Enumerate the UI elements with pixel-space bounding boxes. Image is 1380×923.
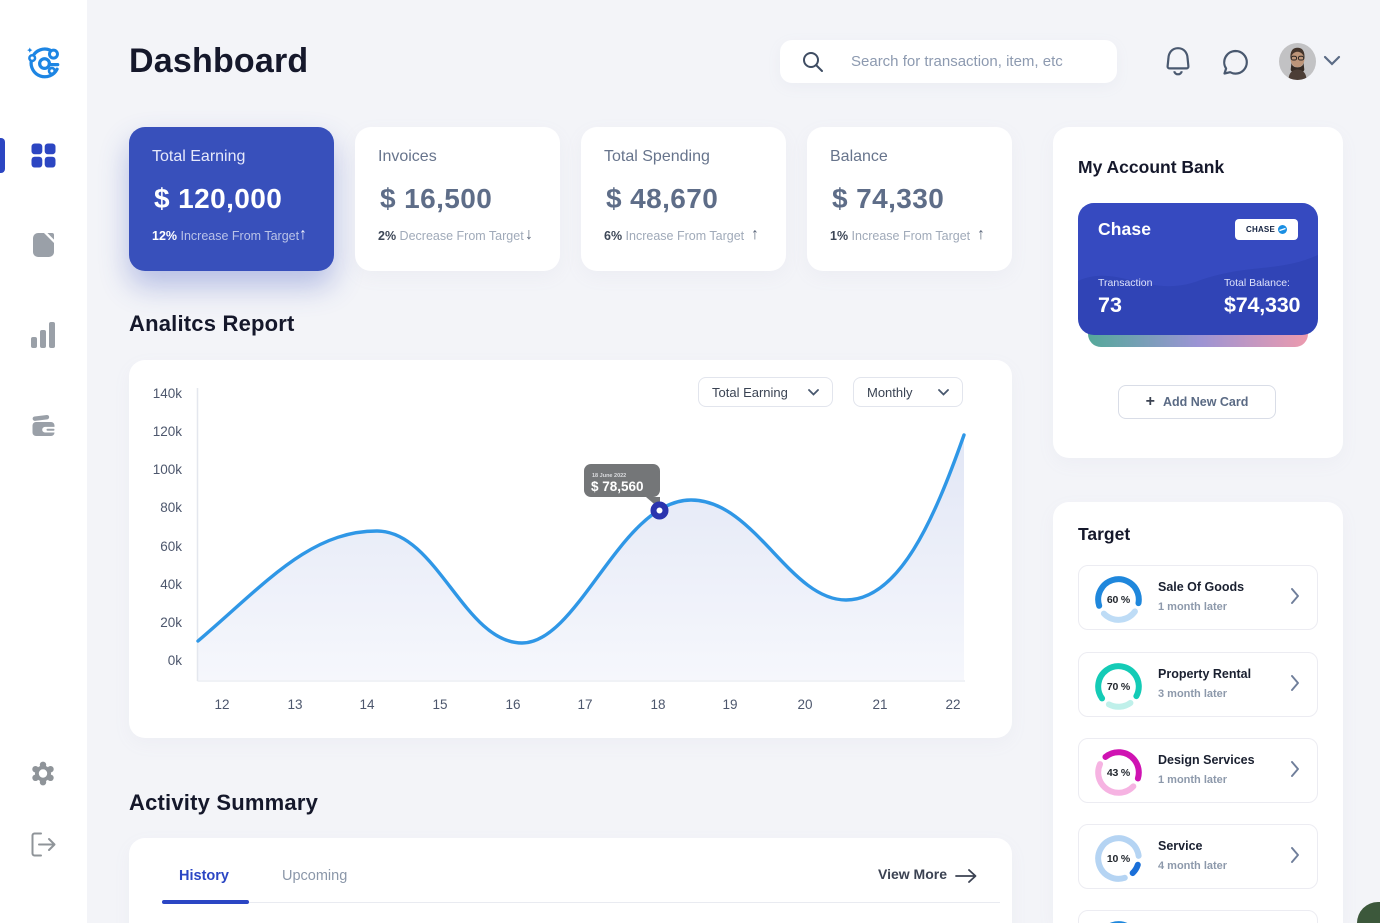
svg-text:20: 20 <box>797 697 812 712</box>
svg-text:18: 18 <box>650 697 665 712</box>
svg-text:100k: 100k <box>153 462 183 477</box>
svg-text:22: 22 <box>945 697 960 712</box>
svg-text:60k: 60k <box>160 539 182 554</box>
svg-text:140k: 140k <box>153 386 183 401</box>
svg-text:120k: 120k <box>153 424 183 439</box>
svg-text:40k: 40k <box>160 577 182 592</box>
svg-text:16: 16 <box>505 697 520 712</box>
svg-text:15: 15 <box>432 697 447 712</box>
svg-text:19: 19 <box>722 697 737 712</box>
svg-text:14: 14 <box>359 697 375 712</box>
svg-text:18 June 2022: 18 June 2022 <box>592 473 626 479</box>
svg-text:20k: 20k <box>160 615 182 630</box>
svg-text:21: 21 <box>872 697 887 712</box>
svg-text:12: 12 <box>214 697 229 712</box>
svg-text:17: 17 <box>577 697 592 712</box>
svg-text:13: 13 <box>287 697 302 712</box>
svg-text:80k: 80k <box>160 500 182 515</box>
svg-text:0k: 0k <box>168 653 183 668</box>
svg-text:$ 78,560: $ 78,560 <box>591 479 644 494</box>
